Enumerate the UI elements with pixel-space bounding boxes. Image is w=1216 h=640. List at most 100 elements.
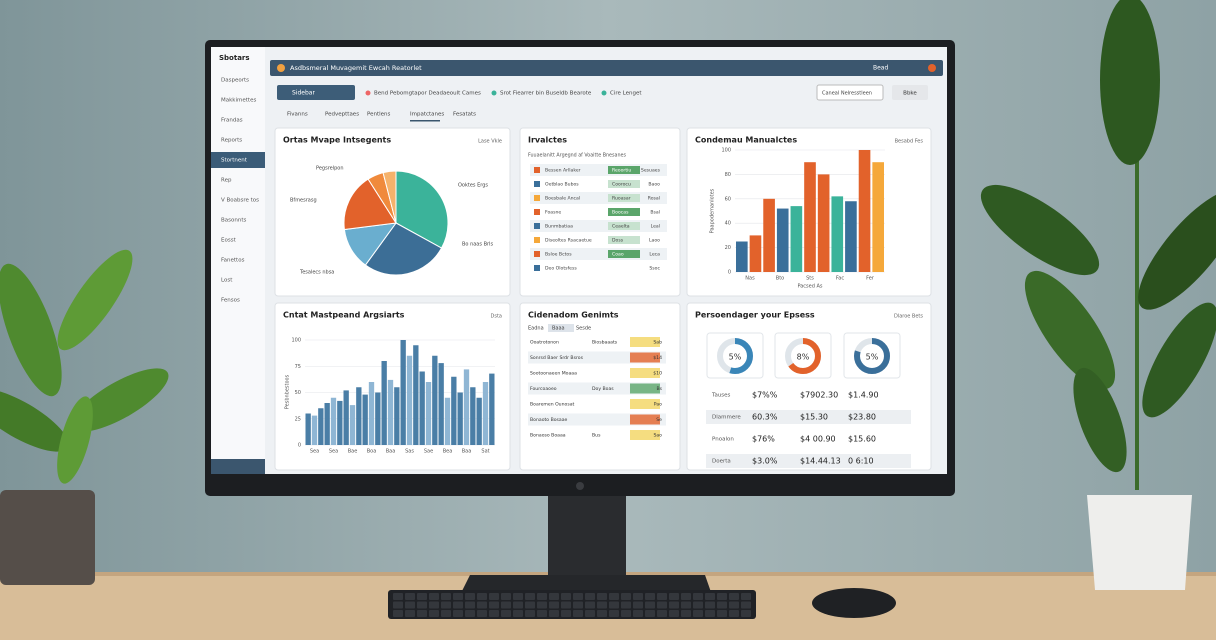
donut-arc	[785, 338, 821, 374]
x-axis-label: Pacsed As	[797, 284, 822, 290]
key	[585, 610, 595, 617]
bar	[318, 408, 324, 445]
key	[729, 610, 739, 617]
key	[561, 601, 571, 609]
key	[453, 601, 463, 609]
avatar	[928, 64, 936, 72]
key	[525, 593, 535, 600]
key	[645, 601, 655, 609]
key	[609, 593, 619, 600]
expense-cell: Doerta	[712, 459, 731, 465]
key	[489, 610, 499, 617]
expense-row-bg	[706, 454, 911, 468]
bar	[790, 206, 803, 272]
key	[417, 601, 427, 609]
key	[633, 610, 643, 617]
x-tick-label: Sts	[806, 276, 814, 282]
list-cell: Bus	[592, 433, 601, 439]
key	[669, 593, 679, 600]
tab: Pedvepttaes	[325, 112, 359, 118]
list-tab: Sesde	[576, 326, 591, 332]
status-chip	[608, 236, 640, 244]
x-tick-label: Sea	[310, 449, 319, 455]
table-cell: Bessen Arllaker	[545, 168, 581, 174]
donut-label: 8%	[797, 353, 810, 362]
sidebar-item: Fensos	[221, 298, 240, 304]
tab: Impatctanes	[410, 112, 444, 118]
bar	[387, 379, 394, 445]
key	[441, 601, 451, 609]
bar	[457, 392, 463, 445]
bar	[858, 150, 871, 272]
tab: Fivanns	[287, 112, 308, 118]
panel-title: Cntat Mastpeand Argsiarts	[283, 311, 405, 320]
table-cell: Bsloe Bctos	[545, 252, 572, 258]
list-tab-bg	[548, 324, 574, 332]
row-icon	[534, 209, 540, 215]
expense-cell: $1.4.90	[848, 391, 879, 400]
bar	[368, 382, 375, 445]
list-chip	[630, 399, 660, 409]
panel-title: Irvalctes	[528, 136, 567, 145]
y-tick-label: 0	[728, 270, 731, 276]
key	[645, 610, 655, 617]
tab: Pentlens	[367, 112, 391, 118]
sidebar-item: Daspeorts	[221, 78, 249, 84]
key	[669, 610, 679, 617]
bar	[330, 397, 337, 445]
key	[465, 610, 475, 617]
filter-dot	[365, 90, 371, 96]
bar	[432, 355, 438, 445]
x-tick-label: Sat	[481, 449, 489, 455]
monitor-stand	[548, 494, 626, 576]
key	[693, 610, 703, 617]
pie-callout: Bo naas Brls	[462, 242, 493, 248]
y-axis-label: Paapodemanlotes	[710, 188, 716, 233]
right-plant	[980, 0, 1216, 590]
y-tick-label: 0	[298, 443, 301, 449]
list-cell: Fourcoaoeo	[530, 386, 557, 392]
donut-arc	[854, 338, 890, 374]
panel-title: Ortas Mvape Intsegents	[283, 136, 391, 145]
donut-label: 5%	[866, 353, 879, 362]
sidebar-item: Makkimettes	[221, 98, 256, 104]
x-tick-label: Sas	[405, 449, 414, 455]
y-tick-label: 60	[725, 196, 731, 202]
table-cell: Boesbale Ancal	[545, 196, 580, 202]
list-cell: Bonaoso Boaaa	[530, 433, 566, 439]
table-cell: Doss	[612, 238, 624, 244]
key	[465, 601, 475, 609]
key	[393, 593, 403, 600]
expense-cell: $7%%	[752, 391, 778, 400]
tab-underline	[410, 120, 440, 122]
bar	[804, 162, 816, 272]
status-chip	[608, 180, 640, 188]
key	[681, 610, 691, 617]
table-cell: Baoo	[648, 182, 660, 188]
bar	[463, 369, 470, 445]
panel	[686, 302, 932, 471]
pie-slice	[395, 170, 449, 249]
key	[441, 593, 451, 600]
table-cell: Reoortiu	[612, 168, 631, 174]
list-chip	[630, 414, 660, 425]
pie-callout: Bfmesrasg	[290, 198, 317, 204]
status-chip	[608, 250, 640, 258]
top-bar-user: Bead	[873, 65, 888, 72]
bar	[425, 382, 432, 445]
x-tick-label: Bea	[443, 449, 453, 455]
key	[573, 601, 583, 609]
sidebar-item: Lost	[221, 278, 233, 284]
key	[633, 593, 643, 600]
key	[717, 593, 727, 600]
key	[513, 601, 523, 609]
key	[489, 593, 499, 600]
bar	[470, 387, 476, 445]
filter-label: Cire Lenget	[610, 91, 642, 97]
bar	[381, 361, 387, 445]
y-tick-label: 75	[295, 364, 301, 370]
table-cell: Sesuaes	[641, 168, 661, 174]
key	[573, 610, 583, 617]
key	[393, 610, 403, 617]
table-cell: Oetblao Bubos	[545, 182, 579, 188]
